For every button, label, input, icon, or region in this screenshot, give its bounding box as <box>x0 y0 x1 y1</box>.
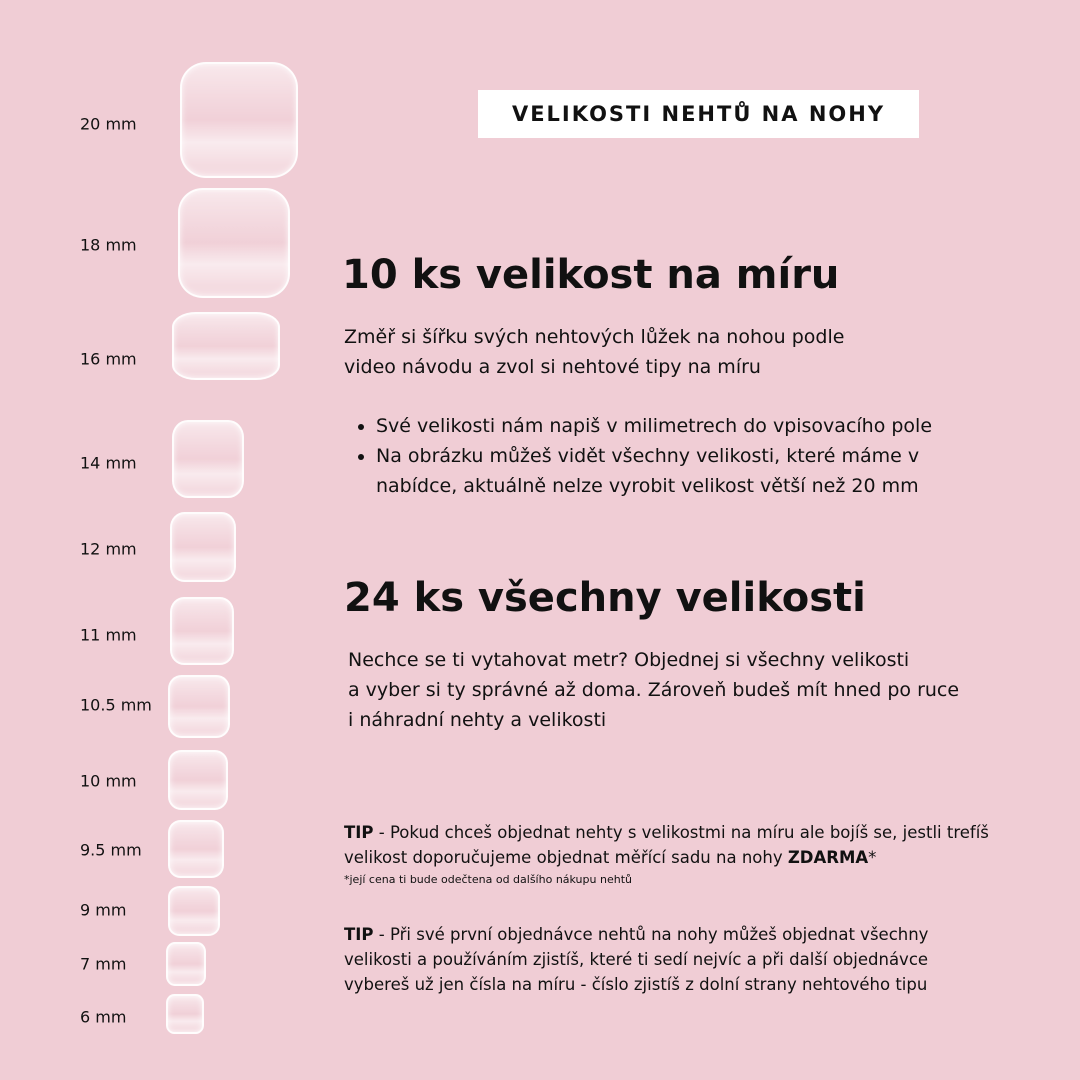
nail-tip-image <box>178 188 290 298</box>
size-label: 14 mm <box>80 453 137 473</box>
tip-text: - Při své první objednávce nehtů na nohy… <box>344 925 929 994</box>
nail-tip-image <box>172 312 280 380</box>
nail-tip-image <box>166 994 204 1034</box>
text-line: i náhradní nehty a velikosti <box>348 709 607 731</box>
size-label: 6 mm <box>80 1007 127 1027</box>
size-label: 7 mm <box>80 954 127 974</box>
tip-label: TIP <box>344 925 374 944</box>
nail-tip-image <box>168 820 224 878</box>
tip-footnote: *její cena ti bude odečtena od dalšího n… <box>344 873 632 886</box>
size-label: 9.5 mm <box>80 840 142 860</box>
text-line: a vyber si ty správné až doma. Zároveň b… <box>348 679 960 701</box>
asterisk: * <box>868 848 877 867</box>
nail-tip-image <box>170 597 234 665</box>
text-line: Nechce se ti vytahovat metr? Objednej si… <box>348 649 910 671</box>
size-label: 20 mm <box>80 114 137 134</box>
nail-tip-image <box>168 675 230 738</box>
nail-tip-image <box>170 512 236 582</box>
size-label: 16 mm <box>80 349 137 369</box>
size-label: 12 mm <box>80 539 137 559</box>
tip-text: - Pokud chceš objednat nehty s velikostm… <box>344 823 989 867</box>
all-sizes-heading: 24 ks všechny velikosti <box>344 575 866 621</box>
custom-size-bullets: Své velikosti nám napiš v milimetrech do… <box>344 411 984 501</box>
text-line: video návodu a zvol si nehtové tipy na m… <box>344 356 761 378</box>
nail-tip-image <box>168 886 220 936</box>
custom-size-description: Změř si šířku svých nehtových lůžek na n… <box>344 322 844 382</box>
size-label: 9 mm <box>80 900 127 920</box>
nail-tip-image <box>168 750 228 810</box>
bullet-item: Na obrázku můžeš vidět všechny velikosti… <box>376 441 984 501</box>
nail-tip-image <box>172 420 244 498</box>
page-title: VELIKOSTI NEHTŮ NA NOHY <box>478 90 919 138</box>
custom-size-heading: 10 ks velikost na míru <box>342 252 840 298</box>
size-label: 18 mm <box>80 235 137 255</box>
tip-highlight: ZDARMA <box>787 848 869 867</box>
all-sizes-description: Nechce se ti vytahovat metr? Objednej si… <box>348 645 959 735</box>
nail-tip-image <box>166 942 206 986</box>
tip-2: TIP - Při své první objednávce nehtů na … <box>344 922 964 997</box>
nail-tip-image <box>180 62 298 178</box>
tip-1: TIP - Pokud chceš objednat nehty s velik… <box>344 820 1034 890</box>
text-line: Změř si šířku svých nehtových lůžek na n… <box>344 326 845 348</box>
bullet-item: Své velikosti nám napiš v milimetrech do… <box>376 411 984 441</box>
size-label: 11 mm <box>80 625 137 645</box>
tip-label: TIP <box>344 823 374 842</box>
size-label: 10.5 mm <box>80 695 152 715</box>
size-label: 10 mm <box>80 771 137 791</box>
